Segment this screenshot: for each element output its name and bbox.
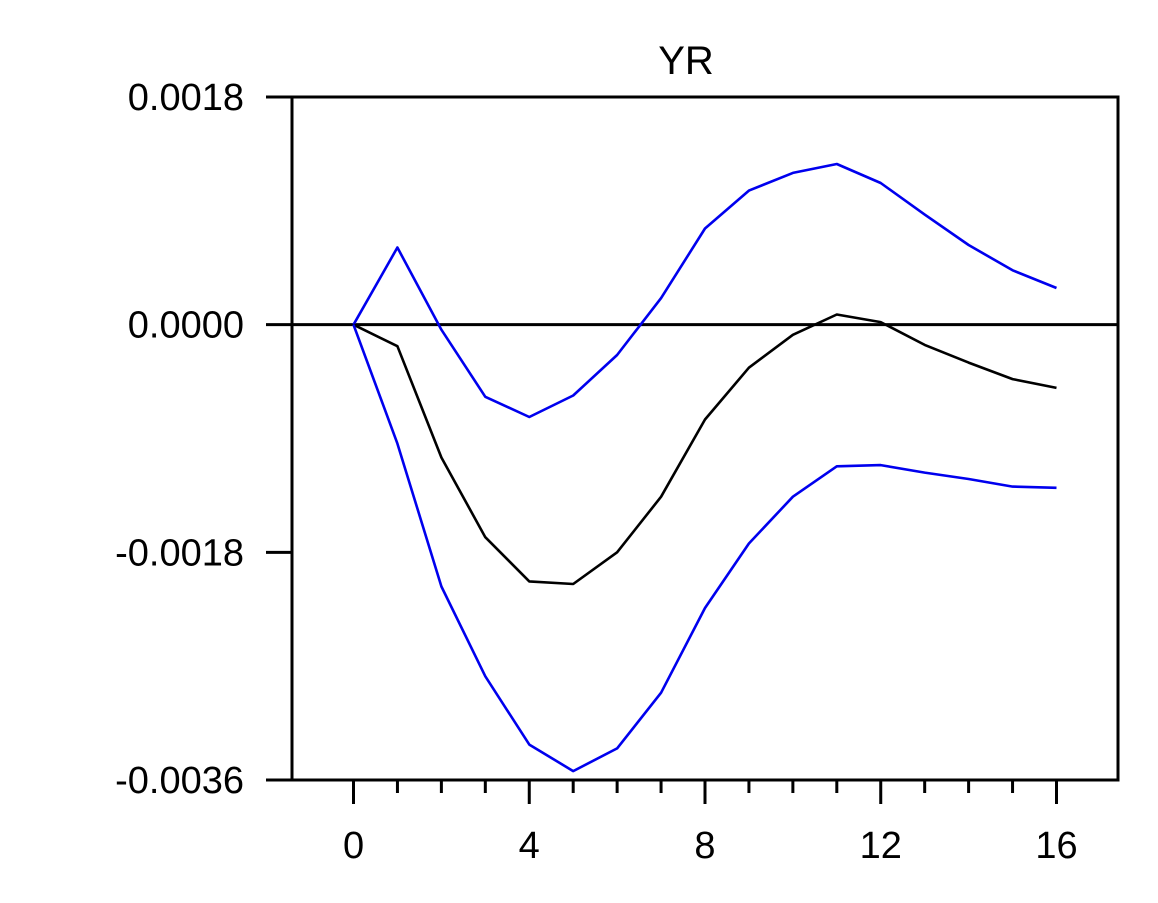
x-tick-label: 8: [694, 825, 715, 867]
series-line-response: [352, 313, 1057, 586]
series-layer: [352, 162, 1057, 773]
x-tick-label: 16: [1035, 825, 1077, 867]
x-tick-label: 4: [519, 825, 540, 867]
y-tick-label: 0.0000: [128, 305, 244, 347]
y-axis: 0.0018 0.0000 -0.0018 -0.0036: [115, 77, 292, 802]
y-tick-label: 0.0018: [128, 77, 244, 119]
plot-frame: [290, 95, 1120, 782]
y-tick-label: -0.0018: [115, 532, 244, 574]
x-axis: 0 4 8 12 16: [343, 780, 1078, 867]
chart-title: YR: [658, 39, 714, 83]
series-line-lower-band: [352, 324, 1057, 773]
y-tick-label: -0.0036: [115, 760, 244, 802]
x-tick-label: 12: [860, 825, 902, 867]
x-tick-label: 0: [343, 825, 364, 867]
series-line-upper-band: [352, 162, 1057, 419]
